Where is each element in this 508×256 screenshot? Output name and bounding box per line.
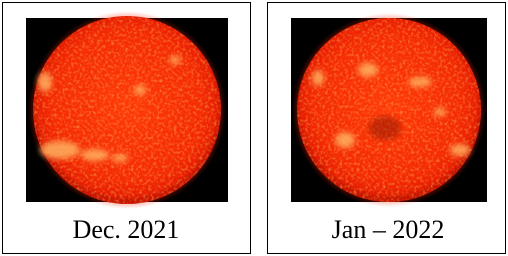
figure: Dec. 2021 Jan – 2022 [0,0,508,256]
sun-image [291,13,487,207]
sun-image [26,11,228,209]
page: Dec. 2021 Jan – 2022 (() => { const data… [0,0,508,256]
caption: Dec. 2021 [73,215,180,244]
caption: Jan – 2022 [332,215,445,244]
